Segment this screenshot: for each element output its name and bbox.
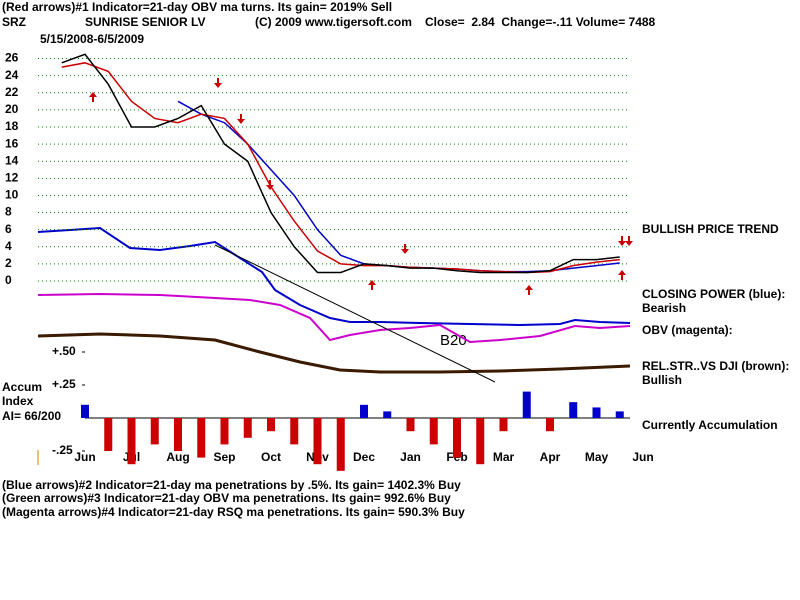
- accum-bar: [104, 418, 113, 451]
- accum-bar: [81, 404, 89, 418]
- y-tick-label: 8: [5, 205, 12, 219]
- accum-bar: [243, 418, 252, 438]
- x-tick-label: Apr: [540, 450, 561, 464]
- accum-bar: [546, 418, 554, 432]
- accum-bar: [453, 418, 461, 458]
- panel-label: Index: [2, 394, 34, 408]
- quote: Close= 2.84 Change=-.11 Volume= 7488: [425, 15, 656, 29]
- y-tick-label: -.25: [52, 443, 73, 457]
- accum-bar: [360, 404, 368, 418]
- copyright: (C) 2009 www.tigersoft.com: [255, 15, 412, 29]
- footer-line: (Green arrows)#3 Indicator=21-day OBV ma…: [2, 491, 451, 505]
- pattern-label: B20: [440, 332, 467, 349]
- panel-label: Accum: [2, 380, 42, 394]
- x-tick-label: Jun: [632, 450, 653, 464]
- y-tick-label: 12: [5, 171, 19, 185]
- accum-bar: [197, 418, 206, 458]
- accum-bar: [522, 391, 531, 418]
- y-tick-label: 14: [5, 153, 19, 167]
- y-tick-label: 24: [5, 68, 19, 82]
- x-tick-label: Oct: [261, 450, 281, 464]
- rel-str-line: [37, 332, 631, 374]
- y-tick-label: 18: [5, 119, 19, 133]
- accum-bar: [336, 418, 345, 471]
- accum-bar: [615, 411, 624, 418]
- footer-line: (Magenta arrows)#4 Indicator=21-day RSQ …: [2, 505, 465, 519]
- accum-bar: [220, 418, 229, 445]
- accum-bar: [150, 418, 159, 445]
- y-tick-label: 16: [5, 136, 19, 150]
- y-tick-label: +.25: [52, 377, 76, 391]
- x-tick-label: May: [585, 450, 609, 464]
- accum-bar: [406, 418, 415, 432]
- footer-line: (Blue arrows)#2 Indicator=21-day ma pene…: [2, 478, 461, 492]
- side-label: OBV (magenta):: [642, 323, 733, 337]
- y-tick-label: 4: [5, 239, 12, 253]
- accum-bar: [127, 418, 136, 465]
- date-range: 5/15/2008-6/5/2009: [40, 32, 144, 46]
- y-tick-label: 20: [5, 102, 19, 116]
- y-tick-label: 2: [5, 256, 12, 270]
- side-label: Bearish: [642, 301, 686, 315]
- x-tick-label: Aug: [166, 450, 189, 464]
- accum-bar: [499, 418, 508, 432]
- y-tick-label: 10: [5, 188, 19, 202]
- accum-bar: [313, 418, 322, 465]
- obv-line: [37, 292, 631, 344]
- side-label: REL.STR..VS DJI (brown):: [642, 359, 789, 373]
- accum-bar: [569, 402, 578, 418]
- side-label: CLOSING POWER (blue):: [642, 287, 785, 301]
- series-line: [61, 53, 620, 274]
- trend-line: [214, 244, 496, 383]
- company: SUNRISE SENIOR LV: [85, 15, 205, 29]
- y-tick-label: 22: [5, 85, 19, 99]
- accum-bar: [290, 418, 299, 445]
- accum-bar: [476, 418, 485, 465]
- closing-power-line: [37, 226, 631, 327]
- symbol: SRZ: [2, 15, 26, 29]
- accum-bar: [592, 407, 601, 418]
- y-tick-label: 26: [5, 51, 19, 65]
- panel-label: AI= 66/200: [2, 409, 61, 423]
- y-tick-label: +.50: [52, 344, 76, 358]
- accum-bar: [383, 411, 392, 418]
- accum-bar: [174, 418, 182, 451]
- header-line: (Red arrows)#1 Indicator=21-day OBV ma t…: [2, 0, 392, 14]
- x-tick-label: Mar: [493, 450, 515, 464]
- side-label: BULLISH PRICE TREND: [642, 222, 779, 236]
- x-tick-label: Jun: [74, 450, 95, 464]
- y-tick-label: 0: [5, 273, 12, 287]
- x-tick-label: Dec: [353, 450, 375, 464]
- side-label: Bullish: [642, 373, 682, 387]
- side-label: Currently Accumulation: [642, 418, 778, 432]
- x-tick-label: Jan: [400, 450, 421, 464]
- accum-bar: [267, 418, 275, 432]
- accum-bar: [429, 418, 438, 445]
- x-tick-label: Sep: [213, 450, 235, 464]
- y-tick-label: 6: [5, 222, 12, 236]
